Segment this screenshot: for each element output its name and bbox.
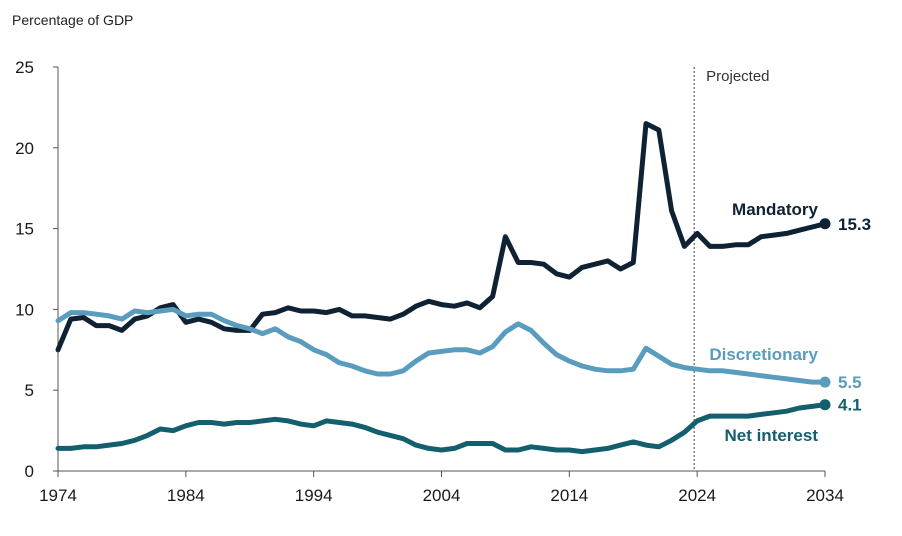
y-tick-label: 20	[15, 139, 34, 158]
y-tick-label: 0	[25, 462, 34, 481]
x-tick-label: 2034	[806, 486, 844, 505]
projection-marker: Projected	[693, 67, 770, 471]
series-line-mandatory	[55, 121, 828, 353]
series-end-value: 5.5	[838, 373, 862, 392]
x-tick-label: 2004	[423, 486, 461, 505]
y-tick-label: 10	[15, 300, 34, 319]
series-end-point	[819, 218, 831, 230]
x-axis: 1974 1984 1994 2004 2014 2024 2034	[39, 470, 844, 505]
x-tick-label: 1984	[167, 486, 205, 505]
series-mandatory: 15.3 Mandatory	[55, 121, 871, 353]
series-end-point	[819, 376, 831, 388]
series-end-value: 15.3	[838, 215, 871, 234]
x-tick-label: 1974	[39, 486, 77, 505]
series-discretionary: 5.5 Discretionary	[55, 306, 862, 392]
series-end-point	[819, 399, 831, 411]
y-tick-label: 15	[15, 220, 34, 239]
y-tick-label: 25	[15, 58, 34, 77]
x-tick-label: 2014	[550, 486, 588, 505]
y-axis: 0 5 10 15 20 25	[15, 58, 59, 481]
series-line-net-interest	[55, 402, 828, 455]
series-line-discretionary	[55, 306, 828, 385]
series-label: Mandatory	[732, 200, 819, 219]
series-label: Net interest	[724, 426, 818, 445]
series-net-interest: 4.1 Net interest	[55, 396, 862, 455]
x-tick-label: 2024	[678, 486, 716, 505]
projection-label: Projected	[706, 68, 769, 85]
series-label: Discretionary	[709, 345, 818, 364]
y-axis-label: Percentage of GDP	[12, 12, 133, 28]
series-end-value: 4.1	[838, 396, 862, 415]
series-layer: 15.3 Mandatory 5.5 Discretionary 4.1 Net inte…	[55, 121, 871, 455]
x-tick-label: 1994	[295, 486, 333, 505]
y-tick-label: 5	[25, 381, 34, 400]
